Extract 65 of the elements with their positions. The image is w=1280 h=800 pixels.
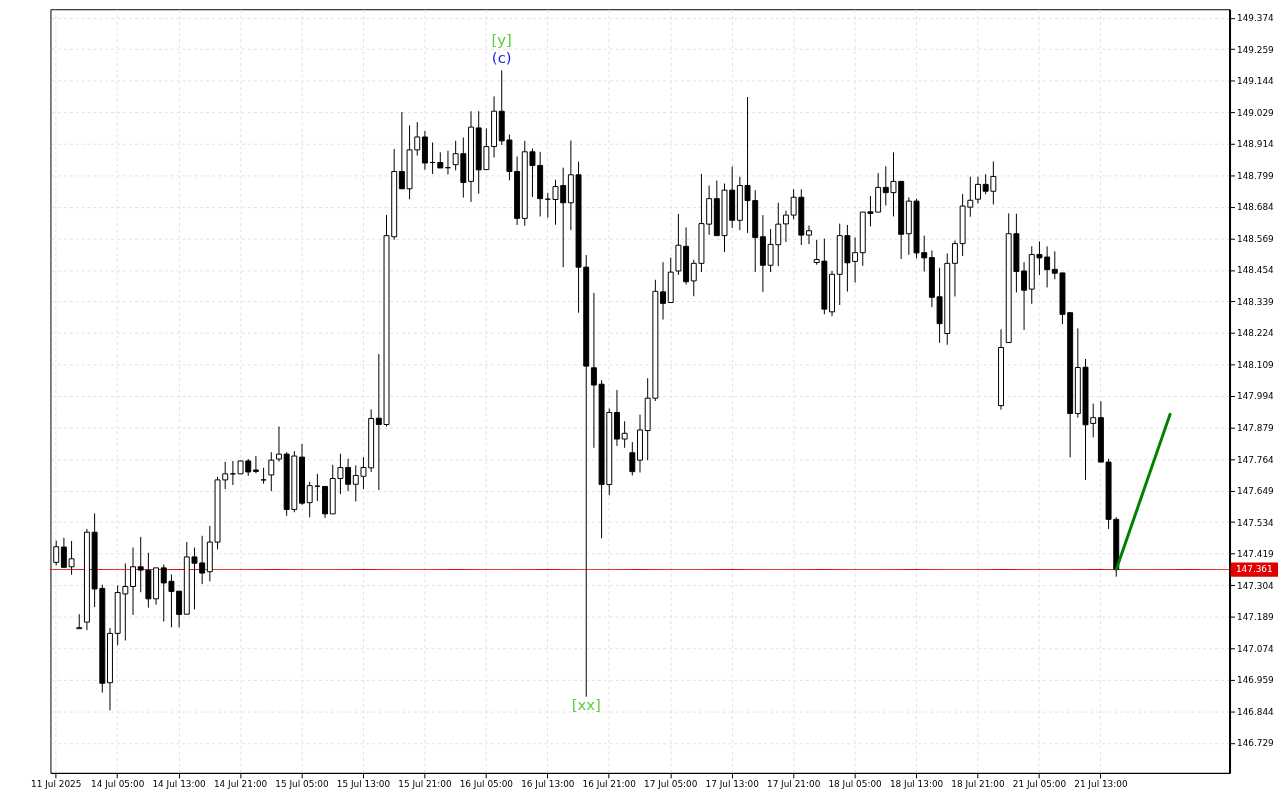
x-tick-label: 21 Jul 13:00 bbox=[1074, 779, 1128, 790]
y-tick-label: 147.419 bbox=[1236, 549, 1275, 560]
y-tick-label: 148.339 bbox=[1236, 296, 1275, 307]
y-tick-label: 147.534 bbox=[1236, 517, 1275, 528]
y-tick-label: 148.914 bbox=[1236, 139, 1275, 150]
candlestick bbox=[998, 328, 1004, 411]
candlestick bbox=[299, 443, 305, 506]
candlestick bbox=[660, 261, 667, 321]
x-tick-label: 15 Jul 05:00 bbox=[275, 779, 330, 790]
candlestick bbox=[76, 613, 83, 630]
y-tick-label: 148.454 bbox=[1236, 265, 1275, 276]
candlestick bbox=[468, 110, 474, 203]
x-tick-label: 18 Jul 13:00 bbox=[889, 779, 944, 790]
x-tick-label: 16 Jul 13:00 bbox=[521, 779, 575, 790]
y-tick-label: 147.994 bbox=[1236, 391, 1275, 402]
x-tick-label: 14 Jul 21:00 bbox=[213, 779, 268, 790]
x-tick-label: 16 Jul 21:00 bbox=[582, 779, 637, 790]
candlestick bbox=[276, 425, 282, 463]
y-tick-label: 148.224 bbox=[1236, 328, 1275, 339]
y-tick-label: 149.029 bbox=[1236, 107, 1275, 118]
y-tick-label: 147.189 bbox=[1236, 612, 1275, 623]
candlestick bbox=[437, 151, 444, 169]
candlestick bbox=[613, 389, 620, 447]
y-tick-label: 147.649 bbox=[1236, 486, 1275, 497]
y-tick-label: 146.729 bbox=[1236, 738, 1275, 749]
annotation: [y] bbox=[491, 30, 512, 48]
y-tick-label: 146.959 bbox=[1236, 675, 1275, 686]
y-tick-label: 147.304 bbox=[1236, 580, 1275, 591]
candlestick bbox=[782, 210, 789, 243]
y-tick-label: 146.844 bbox=[1236, 706, 1275, 717]
y-tick-label: 149.259 bbox=[1236, 44, 1275, 55]
candlestick bbox=[637, 414, 643, 473]
candlestick bbox=[107, 627, 113, 711]
ref-line-label: 147.361 bbox=[1235, 564, 1273, 575]
x-tick-label: 18 Jul 05:00 bbox=[828, 779, 883, 790]
candlestick bbox=[491, 95, 498, 159]
candlestick bbox=[806, 225, 812, 245]
y-tick-label: 147.879 bbox=[1236, 422, 1275, 433]
x-tick-label: 15 Jul 21:00 bbox=[398, 779, 452, 790]
x-tick-label: 16 Jul 05:00 bbox=[459, 779, 514, 790]
candlestick bbox=[252, 455, 259, 474]
y-tick-label: 147.074 bbox=[1236, 643, 1275, 654]
annotation: (c) bbox=[491, 49, 512, 67]
x-tick-label: 11 Jul 2025 bbox=[31, 779, 82, 790]
x-tick-label: 15 Jul 13:00 bbox=[336, 779, 391, 790]
y-tick-label: 148.109 bbox=[1236, 359, 1275, 370]
candlestick bbox=[421, 130, 428, 171]
annotation: [xx] bbox=[571, 695, 601, 713]
candlestick bbox=[829, 270, 836, 317]
x-tick-label: 17 Jul 21:00 bbox=[766, 779, 821, 790]
x-tick-label: 14 Jul 13:00 bbox=[152, 779, 207, 790]
y-tick-label: 148.799 bbox=[1236, 170, 1275, 181]
candlestick bbox=[975, 176, 981, 205]
x-tick-label: 18 Jul 21:00 bbox=[951, 779, 1005, 790]
x-tick-label: 17 Jul 05:00 bbox=[644, 779, 698, 790]
x-tick-label: 17 Jul 13:00 bbox=[705, 779, 760, 790]
candlestick bbox=[130, 547, 136, 616]
y-tick-label: 147.764 bbox=[1236, 454, 1275, 465]
candlestick bbox=[322, 485, 329, 519]
x-tick-label: 21 Jul 05:00 bbox=[1012, 779, 1067, 790]
y-tick-label: 149.374 bbox=[1236, 13, 1275, 24]
y-tick-label: 148.684 bbox=[1236, 202, 1275, 213]
y-tick-label: 149.144 bbox=[1236, 76, 1275, 87]
x-tick-label: 14 Jul 05:00 bbox=[91, 779, 145, 790]
y-tick-label: 148.569 bbox=[1236, 233, 1275, 244]
